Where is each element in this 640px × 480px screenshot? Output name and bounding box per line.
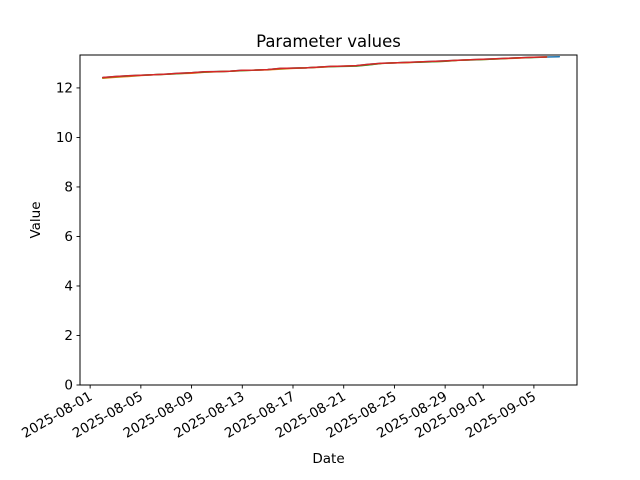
y-tick-label: 0 bbox=[64, 378, 73, 394]
y-tick-label: 4 bbox=[64, 278, 73, 294]
chart-title: Parameter values bbox=[256, 32, 401, 51]
x-axis-label: Date bbox=[312, 451, 344, 467]
series-group bbox=[102, 55, 561, 80]
y-tick-label: 2 bbox=[64, 328, 73, 344]
y-tick-label: 6 bbox=[64, 229, 73, 245]
plot-area bbox=[79, 54, 578, 386]
series-red-line bbox=[102, 56, 548, 79]
y-tick-label: 10 bbox=[56, 130, 73, 146]
axes-group: 0246810122025-08-012025-08-052025-08-092… bbox=[19, 80, 539, 441]
y-axis-label: Value bbox=[28, 201, 44, 238]
y-tick-label: 8 bbox=[64, 179, 73, 195]
y-tick-label: 12 bbox=[56, 80, 73, 96]
